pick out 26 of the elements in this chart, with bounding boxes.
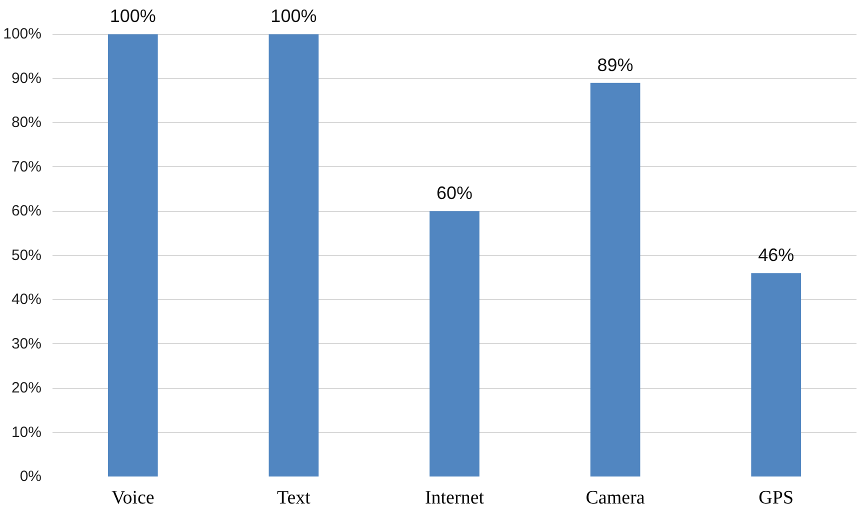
y-tick-label: 60% — [11, 202, 42, 220]
bar — [751, 273, 802, 476]
data-label: 60% — [436, 183, 473, 204]
y-tick-label: 30% — [11, 335, 42, 352]
y-tick-label: 10% — [11, 424, 42, 441]
y-tick-label: 50% — [11, 246, 42, 264]
y-tick-label: 70% — [11, 158, 42, 176]
bar — [590, 82, 640, 476]
data-label: 89% — [597, 54, 634, 75]
x-tick-label: Camera — [586, 488, 646, 508]
y-tick-label: 40% — [11, 291, 42, 308]
y-tick-label: 20% — [11, 380, 42, 397]
y-tick-label: 0% — [20, 468, 42, 485]
data-label: 100% — [270, 6, 317, 26]
data-label: 100% — [110, 6, 156, 26]
y-tick-label: 100% — [3, 26, 42, 43]
y-tick-label: 80% — [11, 114, 42, 132]
x-tick-label: Voice — [111, 488, 154, 508]
bar — [268, 34, 319, 476]
bar — [430, 211, 480, 476]
x-tick-label: GPS — [758, 488, 794, 508]
y-tick-label: 90% — [11, 70, 42, 87]
x-tick-label: Internet — [424, 488, 485, 508]
data-label: 46% — [758, 245, 794, 266]
x-tick-label: Text — [276, 488, 312, 508]
bar — [108, 34, 158, 476]
